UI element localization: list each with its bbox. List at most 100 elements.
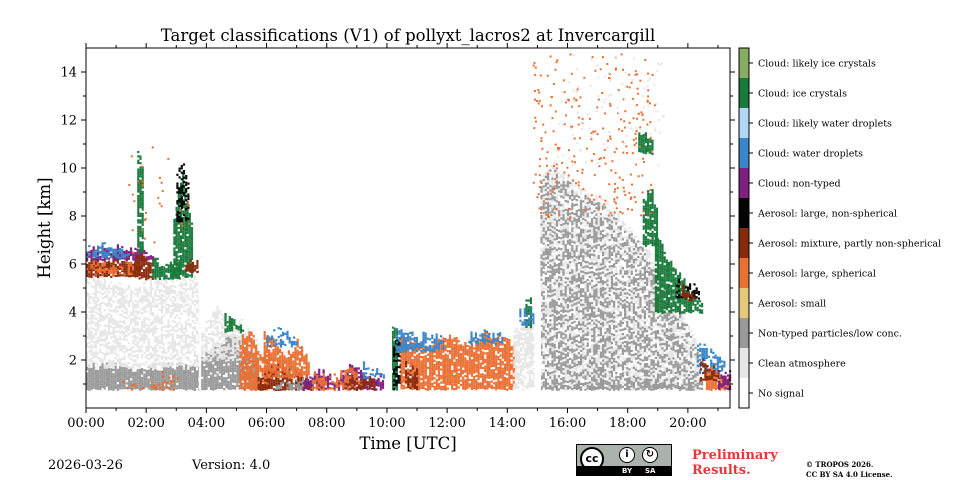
class-pixel: [189, 360, 192, 363]
class-pixel: [139, 221, 142, 224]
class-pixel: [238, 367, 241, 370]
class-pixel: [391, 341, 394, 345]
class-pixel: [187, 383, 190, 386]
class-pixel: [147, 261, 150, 264]
class-pixel: [180, 334, 183, 338]
class-pixel: [220, 355, 224, 358]
class-pixel: [137, 225, 140, 228]
class-pixel: [145, 385, 148, 388]
class-pixel: [92, 273, 95, 276]
class-pixel: [259, 379, 262, 383]
class-pixel: [216, 325, 219, 328]
class-pixel: [377, 382, 380, 385]
class-pixel: [279, 364, 282, 367]
class-pixel: [191, 311, 194, 314]
class-pixel: [277, 368, 280, 372]
class-pixel: [231, 360, 235, 363]
class-pixel: [141, 356, 144, 359]
class-pixel: [250, 371, 253, 374]
class-pixel: [101, 262, 104, 265]
class-pixel: [203, 333, 206, 336]
class-pixel: [125, 371, 128, 374]
class-pixel: [169, 370, 172, 373]
class-pixel: [97, 260, 100, 263]
class-pixel: [279, 338, 282, 342]
class-pixel: [94, 282, 97, 285]
class-pixel: [243, 366, 247, 369]
class-pixel: [294, 371, 297, 374]
class-pixel: [259, 384, 262, 387]
class-pixel: [134, 339, 137, 342]
class-pixel: [254, 353, 258, 356]
class-pixel: [371, 381, 374, 384]
class-pixel: [395, 381, 398, 384]
class-pixel: [214, 385, 217, 388]
class-pixel: [216, 310, 219, 313]
class-pixel: [229, 367, 232, 370]
class-pixel: [156, 341, 159, 344]
class-pixel: [99, 335, 102, 338]
class-pixel: [351, 370, 354, 373]
class-pixel: [116, 253, 119, 256]
class-pixel: [214, 327, 217, 330]
class-pixel: [139, 206, 142, 209]
class-pixel: [105, 263, 108, 266]
class-pixel: [169, 285, 172, 288]
class-pixel: [167, 323, 170, 326]
class-pixel: [130, 296, 133, 299]
class-pixel: [92, 314, 95, 317]
class-pixel: [103, 296, 106, 299]
class-pixel: [229, 341, 232, 344]
class-pixel: [342, 370, 345, 373]
class-pixel: [145, 288, 148, 291]
class-pixel: [165, 281, 168, 284]
class-pixel: [97, 290, 100, 294]
class-pixel: [303, 371, 306, 374]
class-pixel: [152, 353, 155, 356]
class-pixel: [376, 372, 379, 375]
class-pixel: [119, 378, 122, 381]
class-pixel: [246, 353, 249, 356]
class-pixel: [116, 323, 119, 326]
class-pixel: [149, 330, 152, 333]
class-pixel: [234, 334, 237, 337]
class-pixel: [121, 294, 124, 297]
class-pixel: [286, 380, 289, 384]
class-pixel: [225, 383, 228, 386]
class-pixel: [261, 388, 265, 391]
class-pixel: [154, 259, 157, 263]
class-pixel: [373, 378, 376, 381]
class-pixel: [257, 364, 260, 367]
class-pixel: [173, 227, 176, 230]
class-pixel: [165, 369, 168, 372]
class-pixel: [99, 306, 102, 309]
class-pixel: [114, 363, 117, 366]
class-pixel: [105, 375, 108, 378]
class-pixel: [112, 362, 115, 365]
class-pixel: [220, 386, 224, 389]
class-pixel: [119, 374, 122, 377]
class-pixel: [139, 162, 142, 165]
class-pixel: [185, 325, 188, 328]
class-pixel: [125, 308, 128, 311]
class-pixel: [121, 329, 124, 332]
class-pixel: [141, 362, 144, 366]
class-pixel: [407, 350, 410, 354]
class-pixel: [175, 226, 178, 229]
class-pixel: [415, 374, 419, 377]
class-pixel: [251, 333, 254, 336]
class-pixel: [257, 370, 260, 373]
class-pixel: [101, 377, 104, 380]
class-pixel: [298, 359, 301, 363]
class-pixel: [110, 267, 113, 270]
class-pixel: [139, 201, 142, 204]
class-pixel: [191, 366, 194, 369]
class-pixel: [137, 197, 140, 200]
class-pixel: [94, 274, 97, 277]
class-pixel: [112, 263, 115, 266]
class-pixel: [137, 205, 140, 209]
class-pixel: [254, 368, 258, 372]
class-pixel: [147, 382, 150, 386]
class-pixel: [119, 274, 122, 277]
class-pixel: [241, 360, 244, 363]
